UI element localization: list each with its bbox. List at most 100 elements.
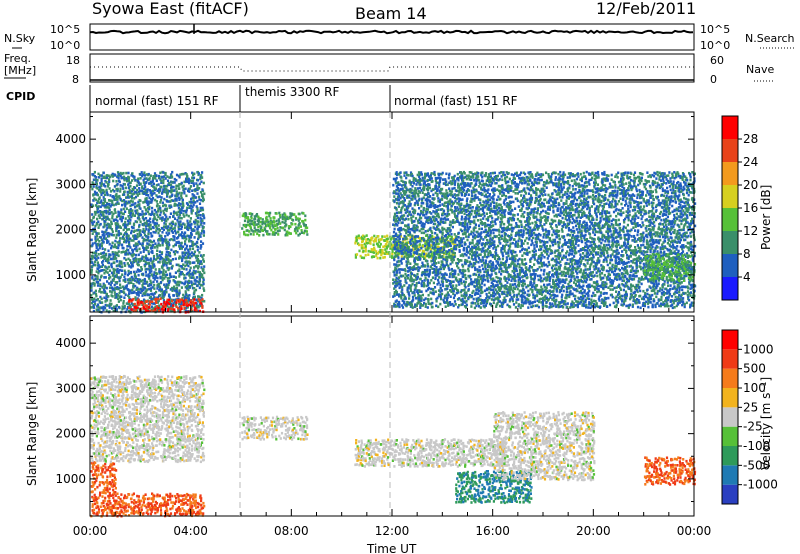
data-cell-4 [466,230,469,233]
data-cell-0 [124,271,127,274]
data-cell-0 [97,248,100,251]
data-cell-0 [106,176,109,179]
data-cell-4 [475,211,479,215]
data-cell-4 [462,300,465,303]
data-cell-4 [468,249,471,253]
data-cell-0 [124,202,127,206]
data-cell-4 [476,219,480,222]
data-cell-2 [269,222,272,226]
data-cell-4 [474,293,477,296]
data-cell-4 [434,273,437,277]
data-cell-0 [177,184,180,188]
data-cell-4 [455,245,458,249]
data-cell-0 [199,260,203,263]
data-cell-4 [444,178,447,181]
data-cell-4 [459,198,462,202]
data-cell-4 [409,242,412,245]
data-cell-4 [400,228,403,232]
data-cell-0 [116,219,119,223]
data-cell-3 [433,248,436,252]
data-cell-0 [120,208,123,211]
data-cell-4 [427,302,430,305]
data-cell-0 [174,232,177,235]
data-cell-4 [423,302,426,305]
data-cell-2 [259,224,262,228]
data-cell-0 [145,247,148,250]
data-cell-0 [199,235,202,238]
data-cell-0 [142,201,145,204]
data-cell-2 [271,224,274,227]
data-cell-4 [464,274,467,277]
data-cell-0 [111,172,114,176]
data-cell-4 [427,298,430,301]
data-cell-4 [413,288,416,292]
data-cell-0 [185,194,188,198]
data-cell-2 [270,228,273,232]
data-cell-0 [174,194,177,197]
data-cell-0 [145,235,148,238]
data-cell-0 [169,200,172,203]
data-cell-0 [141,215,144,219]
data-cell-4 [411,195,415,198]
data-cell-4 [418,173,421,176]
data-cell-0 [171,231,174,234]
data-cell-0 [142,292,145,295]
data-cell-4 [466,225,469,229]
data-cell-0 [163,292,166,296]
data-cell-0 [134,296,137,299]
data-cell-0 [98,235,101,239]
data-cell-0 [133,259,136,263]
data-cell-4 [442,237,445,240]
data-cell-4 [396,235,399,239]
data-cell-0 [132,257,135,261]
data-cell-0 [189,256,192,260]
data-cell-4 [415,267,418,270]
data-cell-2 [296,229,299,233]
data-cell-4 [392,183,395,187]
data-cell-4 [418,175,421,178]
data-cell-0 [196,245,200,249]
data-cell-4 [432,188,435,191]
data-cell-1 [145,304,149,308]
data-cell-4 [405,260,408,263]
data-cell-0 [155,290,158,294]
data-cell-0 [192,243,195,246]
data-cell-4 [434,212,437,215]
data-cell-4 [438,176,441,179]
data-cell-4 [454,179,457,183]
data-cell-0 [120,295,123,298]
data-cell-3 [431,234,434,238]
data-cell-3 [362,246,365,250]
data-cell-0 [185,213,188,217]
data-cell-4 [443,216,446,220]
data-cell-0 [145,282,148,285]
data-cell-0 [197,295,200,298]
data-cell-2 [241,227,244,230]
data-cell-4 [467,209,470,213]
data-cell-4 [432,247,435,250]
data-cell-4 [407,205,410,208]
data-cell-4 [460,303,463,307]
data-cell-0 [108,286,112,290]
data-cell-0 [130,190,133,193]
data-cell-0 [146,262,149,265]
data-cell-0 [163,283,166,287]
data-cell-4 [433,219,436,222]
data-cell-0 [124,285,127,288]
data-cell-4 [475,242,478,246]
data-cell-4 [455,197,458,201]
data-cell-4 [450,204,453,207]
data-cell-0 [200,174,203,177]
data-cell-4 [449,180,452,183]
data-cell-4 [441,255,444,258]
data-cell-4 [450,237,453,241]
noise-panel-frame [89,23,695,51]
data-cell-0 [146,188,149,191]
data-cell-0 [175,178,178,182]
data-cell-0 [158,289,161,292]
data-cell-4 [395,198,398,201]
data-cell-0 [104,248,107,251]
data-cell-0 [114,293,117,297]
data-cell-4 [396,260,399,264]
data-cell-0 [94,253,97,257]
